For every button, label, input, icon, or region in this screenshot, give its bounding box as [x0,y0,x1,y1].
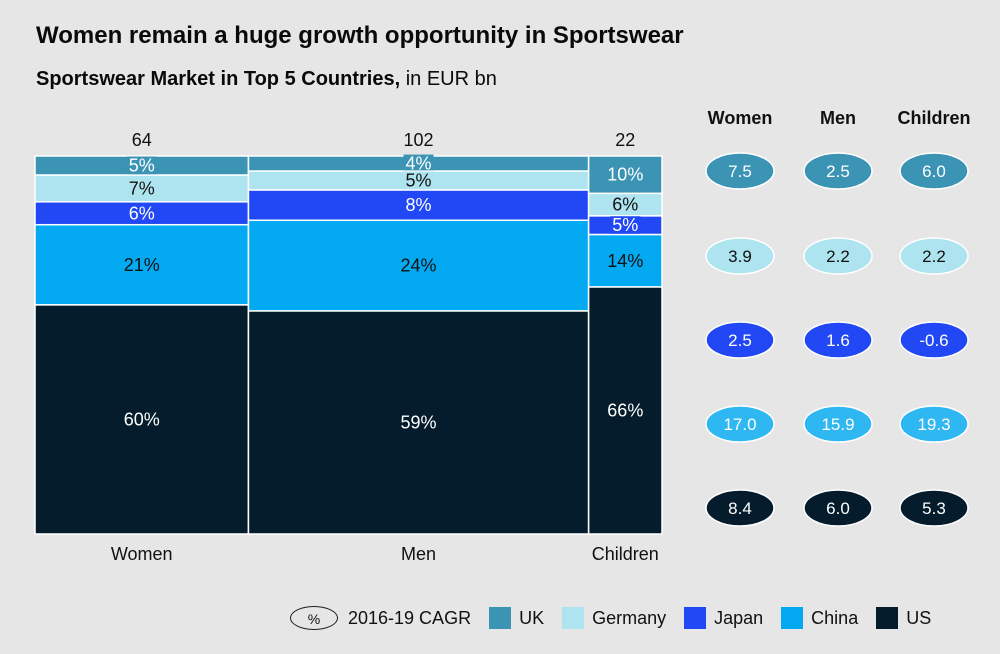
legend-label-us: US [906,607,932,628]
segment-label-women-uk: 5% [129,156,155,176]
segment-label-bg-men-uk [403,154,434,173]
cagr-oval-japan-women [705,321,775,359]
cagr-oval-japan-men [803,321,873,359]
bar-segment-women-china [34,223,250,306]
cagr-value-uk-men: 2.5 [826,162,850,181]
segment-label-bg-children-germany [610,195,641,214]
segment-label-men-germany: 5% [406,171,432,191]
bar-segment-children-china [587,233,663,288]
segment-label-children-china: 14% [607,251,643,271]
cagr-value-japan-women: 2.5 [728,331,752,350]
cagr-value-us-children: 5.3 [922,499,946,518]
segment-label-women-us: 60% [124,409,160,429]
legend-item-us: US [876,607,931,629]
cagr-value-us-men: 6.0 [826,499,850,518]
segment-label-women-china: 21% [124,255,160,275]
bar-segment-women-us [34,304,250,535]
bar-segment-women-germany [34,174,250,203]
legend-label-uk: UK [519,607,545,628]
segment-label-men-japan: 8% [406,195,432,215]
legend-swatch-japan [684,607,707,629]
subtitle-bold: Sportswear Market in Top 5 Countries, [36,68,401,90]
legend-swatch-germany [562,607,585,629]
subtitle-unit: in EUR bn [400,68,497,90]
segment-label-children-us: 66% [607,400,643,420]
legend-cagr: 2016-19 CAGR [348,608,471,629]
cagr-value-germany-men: 2.2 [826,247,850,266]
cagr-header-children: Children [897,108,970,128]
cagr-oval-japan-children [899,321,969,359]
legend-cagr-label: 2016-19 CAGR [348,607,472,628]
segment-label-children-germany: 6% [612,195,638,215]
cagr-oval-uk-women [705,152,775,190]
segment-label-children-japan: 5% [612,215,638,235]
cagr-value-china-women: 17.0 [723,415,756,434]
segment-label-bg-women-japan [126,204,157,223]
bar-segment-children-us [587,286,663,535]
legend-swatch-uk [489,607,512,629]
total-label-men: 102 [404,130,434,150]
cagr-value-uk-children: 6.0 [922,162,946,181]
cagr-value-japan-men: 1.6 [826,331,850,350]
legend-label-japan: Japan [714,607,764,628]
cagr-header-women: Women [708,108,773,128]
legend-label-china: China [811,607,859,628]
cagr-oval-us-children [899,489,969,527]
segment-label-men-china: 24% [401,256,437,276]
cagr-oval-uk-men [803,152,873,190]
segment-label-bg-women-uk [126,156,157,175]
bar-segment-children-uk [587,155,663,195]
cagr-value-us-women: 8.4 [728,499,752,518]
cagr-oval-germany-children [899,237,969,275]
cagr-value-uk-women: 7.5 [728,162,752,181]
legend-item-japan: Japan [684,607,763,629]
cagr-value-china-men: 15.9 [821,415,854,434]
cagr-value-germany-women: 3.9 [728,247,752,266]
cagr-oval-germany-men [803,237,873,275]
legend-cagr-symbol: % [290,606,338,630]
category-label-children: Children [592,544,659,564]
legend-swatch-us [876,607,899,629]
legend-item-germany: Germany [562,607,666,629]
segment-label-men-us: 59% [401,412,437,432]
segment-label-women-japan: 6% [129,203,155,223]
total-label-children: 22 [615,130,635,150]
cagr-oval-china-children [899,405,969,443]
cagr-value-germany-children: 2.2 [922,247,946,266]
legend-item-china: China [781,607,858,629]
bar-segment-men-japan [247,189,590,222]
cagr-oval-us-men [803,489,873,527]
cagr-oval-us-women [705,489,775,527]
segment-label-women-germany: 7% [129,178,155,198]
chart-subtitle: Sportswear Market in Top 5 Countries, in… [36,68,497,91]
legend-swatch-china [781,607,804,629]
legend-item-uk: UK [489,607,544,629]
cagr-oval-china-women [705,405,775,443]
segment-label-bg-children-japan [610,216,641,235]
chart-title: Women remain a huge growth opportunity i… [36,22,684,49]
legend-label-germany: Germany [592,607,667,628]
bar-segment-men-china [247,219,590,312]
segment-label-bg-men-germany [403,171,434,190]
cagr-oval-china-men [803,405,873,443]
legend: % 2016-19 CAGR UK Germany Japan China US [290,603,949,633]
cagr-value-japan-children: -0.6 [919,331,948,350]
category-label-women: Women [111,544,173,564]
category-label-men: Men [401,544,436,564]
bar-segment-men-us [247,310,590,535]
cagr-header-men: Men [820,108,856,128]
total-label-women: 64 [132,130,152,150]
marimekko-chart: 5%7%6%21%60%64Women4%5%8%24%59%102Men10%… [34,108,971,564]
segment-label-children-uk: 10% [607,165,643,185]
segment-label-men-uk: 4% [406,154,432,174]
cagr-oval-germany-women [705,237,775,275]
cagr-value-china-children: 19.3 [917,415,950,434]
cagr-oval-uk-children [899,152,969,190]
